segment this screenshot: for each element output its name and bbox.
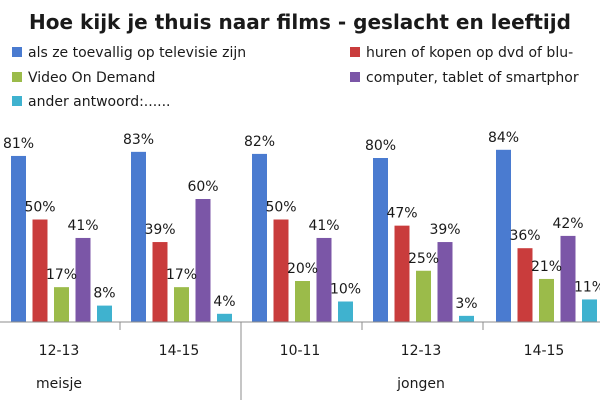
data-label: 50% — [265, 200, 296, 216]
data-label: 84% — [488, 130, 519, 146]
data-label: 11% — [574, 279, 600, 295]
x-tick-label: 12-13 — [401, 343, 442, 359]
bar — [273, 219, 289, 322]
legend-swatch — [12, 72, 22, 82]
data-label: 50% — [24, 200, 55, 216]
bar — [373, 158, 388, 322]
bar — [560, 235, 576, 322]
legend-label: computer, tablet of smartphor — [366, 70, 579, 86]
bar — [11, 155, 26, 322]
x-tick-label: 10-11 — [280, 343, 321, 359]
data-label: 83% — [123, 132, 154, 148]
data-label: 25% — [408, 251, 439, 267]
x-tick-label: 12-13 — [39, 343, 80, 359]
chart-title: Hoe kijk je thuis naar films - geslacht … — [29, 10, 571, 34]
data-label: 41% — [67, 218, 98, 234]
data-label: 41% — [308, 218, 339, 234]
bar — [295, 281, 310, 322]
data-label: 36% — [509, 228, 540, 244]
legend-swatch — [12, 96, 22, 106]
x-tick-label: 14-15 — [524, 343, 565, 359]
legend-swatch — [350, 47, 360, 57]
data-label: 39% — [429, 222, 460, 238]
data-label: 81% — [3, 136, 34, 152]
x-axis: 12-13 14-15 10-11 12-13 14-15 meisje jongen — [0, 321, 600, 400]
bar — [152, 242, 168, 322]
legend: als ze toevallig op televisie zijn huren … — [12, 45, 579, 110]
group-label: jongen — [396, 376, 445, 392]
legend-label: ander antwoord:...... — [28, 94, 171, 110]
bar — [316, 237, 332, 322]
legend-label: Video On Demand — [28, 70, 155, 86]
group-label: meisje — [36, 376, 82, 392]
data-label: 47% — [386, 206, 417, 222]
bar — [54, 287, 69, 322]
bar — [517, 248, 533, 322]
data-label: 80% — [365, 138, 396, 154]
data-label: 3% — [455, 296, 477, 312]
bar — [496, 149, 511, 322]
bar — [75, 237, 91, 322]
bar — [539, 278, 554, 322]
bar — [174, 287, 189, 322]
bar — [459, 315, 474, 322]
data-label: 39% — [144, 222, 175, 238]
bar — [97, 305, 112, 322]
legend-label: als ze toevallig op televisie zijn — [28, 45, 246, 61]
data-label: 17% — [46, 267, 77, 283]
legend-swatch — [350, 72, 360, 82]
data-label: 82% — [244, 134, 275, 150]
bar — [32, 219, 48, 322]
bar — [217, 313, 232, 322]
legend-swatch — [12, 47, 22, 57]
bar — [252, 153, 267, 322]
data-label: 17% — [166, 267, 197, 283]
data-label: 60% — [187, 179, 218, 195]
bar — [195, 199, 211, 322]
data-label: 8% — [93, 286, 115, 302]
bar — [131, 151, 146, 322]
bar — [394, 225, 410, 322]
x-tick-label: 14-15 — [159, 343, 200, 359]
data-labels: 81% 50% 17% 41% 8% 83% 39% 17% 60% 4% 82% 50% 20% 41%… — [3, 130, 600, 312]
bar — [437, 242, 453, 322]
bar — [582, 299, 597, 322]
data-label: 21% — [531, 259, 562, 275]
data-label: 20% — [287, 261, 318, 277]
bar — [416, 270, 431, 322]
bars — [11, 149, 597, 322]
data-label: 4% — [213, 294, 235, 310]
data-label: 10% — [330, 282, 361, 298]
bar — [338, 301, 353, 322]
legend-label: huren of kopen op dvd of blu- — [366, 45, 573, 61]
data-label: 42% — [552, 216, 583, 232]
